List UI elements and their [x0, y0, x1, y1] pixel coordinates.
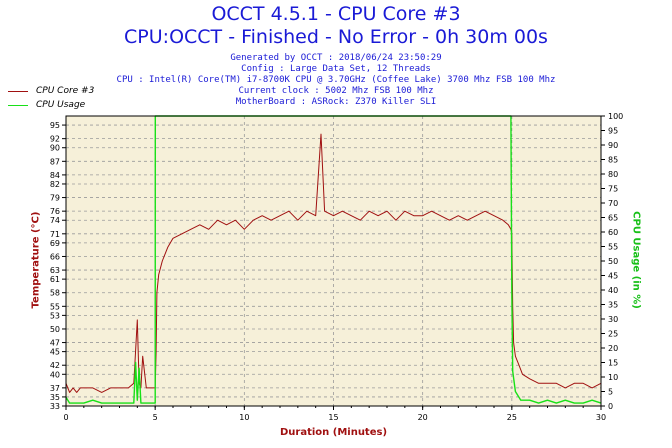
legend-label-usage: CPU Usage: [36, 100, 86, 110]
y-tick-label: 63: [50, 266, 60, 275]
y2-tick-label: 40: [608, 286, 618, 295]
y-tick-label: 87: [50, 157, 60, 166]
y2-tick-label: 10: [608, 373, 618, 382]
info-cpu: CPU : Intel(R) Core(TM) i7-8700K CPU @ 3…: [116, 75, 556, 85]
y-tick-label: 92: [50, 135, 60, 144]
y2-tick-label: 100: [608, 112, 623, 121]
legend-swatch-usage: [8, 104, 28, 106]
y2-tick-label: 35: [608, 301, 618, 310]
y-tick-label: 55: [50, 302, 60, 311]
y2-tick-label: 75: [608, 185, 618, 194]
y-tick-label: 79: [50, 194, 60, 203]
y2-tick-label: 95: [608, 127, 618, 136]
x-tick-label: 20: [418, 413, 428, 422]
y-tick-label: 58: [50, 289, 60, 298]
y-tick-label: 66: [50, 252, 60, 261]
legend-item-usage: CPU Usage: [8, 98, 94, 112]
y2-tick-label: 30: [608, 315, 618, 324]
info-clock: Current clock : 5002 Mhz FSB 100 Mhz: [238, 86, 434, 96]
y-tick-label: 71: [50, 230, 60, 239]
y-tick-label: 50: [50, 325, 60, 334]
y-tick-label: 37: [50, 384, 60, 393]
y2-tick-label: 85: [608, 156, 618, 165]
x-tick-label: 5: [153, 413, 158, 422]
y-tick-label: 82: [50, 180, 60, 189]
x-tick-label: 10: [239, 413, 249, 422]
x-tick-label: 25: [507, 413, 517, 422]
y2-tick-label: 80: [608, 170, 618, 179]
y2-tick-label: 20: [608, 344, 618, 353]
y-tick-label: 61: [50, 275, 60, 284]
info-motherboard: MotherBoard : ASRock: Z370 Killer SLI: [235, 97, 437, 107]
y-tick-label: 42: [50, 361, 60, 370]
x-tick-label: 15: [328, 413, 338, 422]
plot-frame: [65, 115, 602, 407]
info-generated: Generated by OCCT : 2018/06/24 23:50:29: [230, 53, 442, 63]
y-tick-label: 95: [50, 121, 60, 130]
info-config: Config : Large Data Set, 12 Threads: [241, 64, 431, 74]
legend-label-core: CPU Core #3: [36, 86, 95, 96]
y-tick-label: 45: [50, 348, 60, 357]
y2-tick-label: 60: [608, 228, 618, 237]
y-tick-label: 76: [50, 207, 60, 216]
y-tick-label: 33: [50, 402, 60, 411]
y-tick-label: 47: [50, 339, 60, 348]
chart-subtitle: CPU:OCCT - Finished - No Error - 0h 30m …: [124, 26, 548, 48]
y-tick-label: 40: [50, 370, 60, 379]
y2-tick-label: 5: [608, 388, 613, 397]
legend-swatch-core: [8, 90, 28, 92]
x-axis-label: Duration (Minutes): [279, 427, 388, 438]
y-tick-label: 35: [50, 393, 60, 402]
legend-item-core: CPU Core #3: [8, 84, 94, 98]
y-tick-label: 90: [50, 144, 60, 153]
x-tick-label: 30: [596, 413, 606, 422]
y2-tick-label: 70: [608, 199, 618, 208]
y2-tick-label: 65: [608, 214, 618, 223]
y2-tick-label: 90: [608, 141, 618, 150]
x-tick-label: 0: [63, 413, 68, 422]
y-tick-label: 84: [50, 171, 60, 180]
y2-tick-label: 0: [608, 402, 613, 411]
y2-tick-label: 45: [608, 272, 618, 281]
legend: CPU Core #3 CPU Usage: [8, 84, 94, 112]
chart-title: OCCT 4.5.1 - CPU Core #3: [211, 3, 461, 25]
y2-tick-label: 50: [608, 257, 618, 266]
y-tick-label: 53: [50, 311, 60, 320]
y2-tick-label: 25: [608, 330, 618, 339]
y2-tick-label: 15: [608, 359, 618, 368]
y2-tick-label: 55: [608, 243, 618, 252]
y-tick-label: 69: [50, 239, 60, 248]
y-tick-label: 74: [50, 216, 60, 225]
